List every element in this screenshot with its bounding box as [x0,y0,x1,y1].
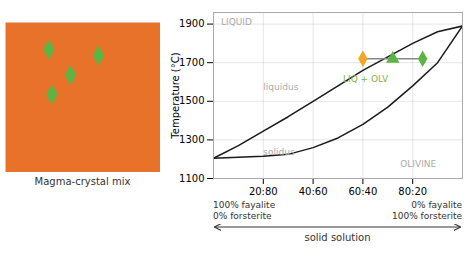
svg-text:1300: 1300 [179,134,204,145]
svg-text:1900: 1900 [179,18,204,29]
svg-text:60:40: 60:40 [348,186,377,197]
svg-text:1500: 1500 [179,95,204,106]
html-text:solid solution: solid solution [304,232,371,243]
svg-text:Temperature (°C): Temperature (°C) [170,52,181,139]
svg-text:40:60: 40:60 [299,186,328,197]
html-text:100% fayalite 0% forsterite: 100% fayalite 0% forsterite [213,200,276,221]
svg-text:liquidus: liquidus [263,82,298,92]
svg-text:1700: 1700 [179,57,204,68]
svg-text:OLIVINE: OLIVINE [400,159,436,169]
svg-text:80:20: 80:20 [398,186,427,197]
svg-text:LIQ + OLV: LIQ + OLV [343,74,389,84]
html-text:Magma-crystal mix: Magma-crystal mix [34,176,131,187]
svg-text:20:80: 20:80 [249,186,278,197]
html-text:0% fayalite 100% forsterite: 0% fayalite 100% forsterite [392,200,462,221]
svg-text:1100: 1100 [179,173,204,184]
svg-text:solidus: solidus [263,147,295,157]
svg-text:LIQUID: LIQUID [221,17,252,27]
